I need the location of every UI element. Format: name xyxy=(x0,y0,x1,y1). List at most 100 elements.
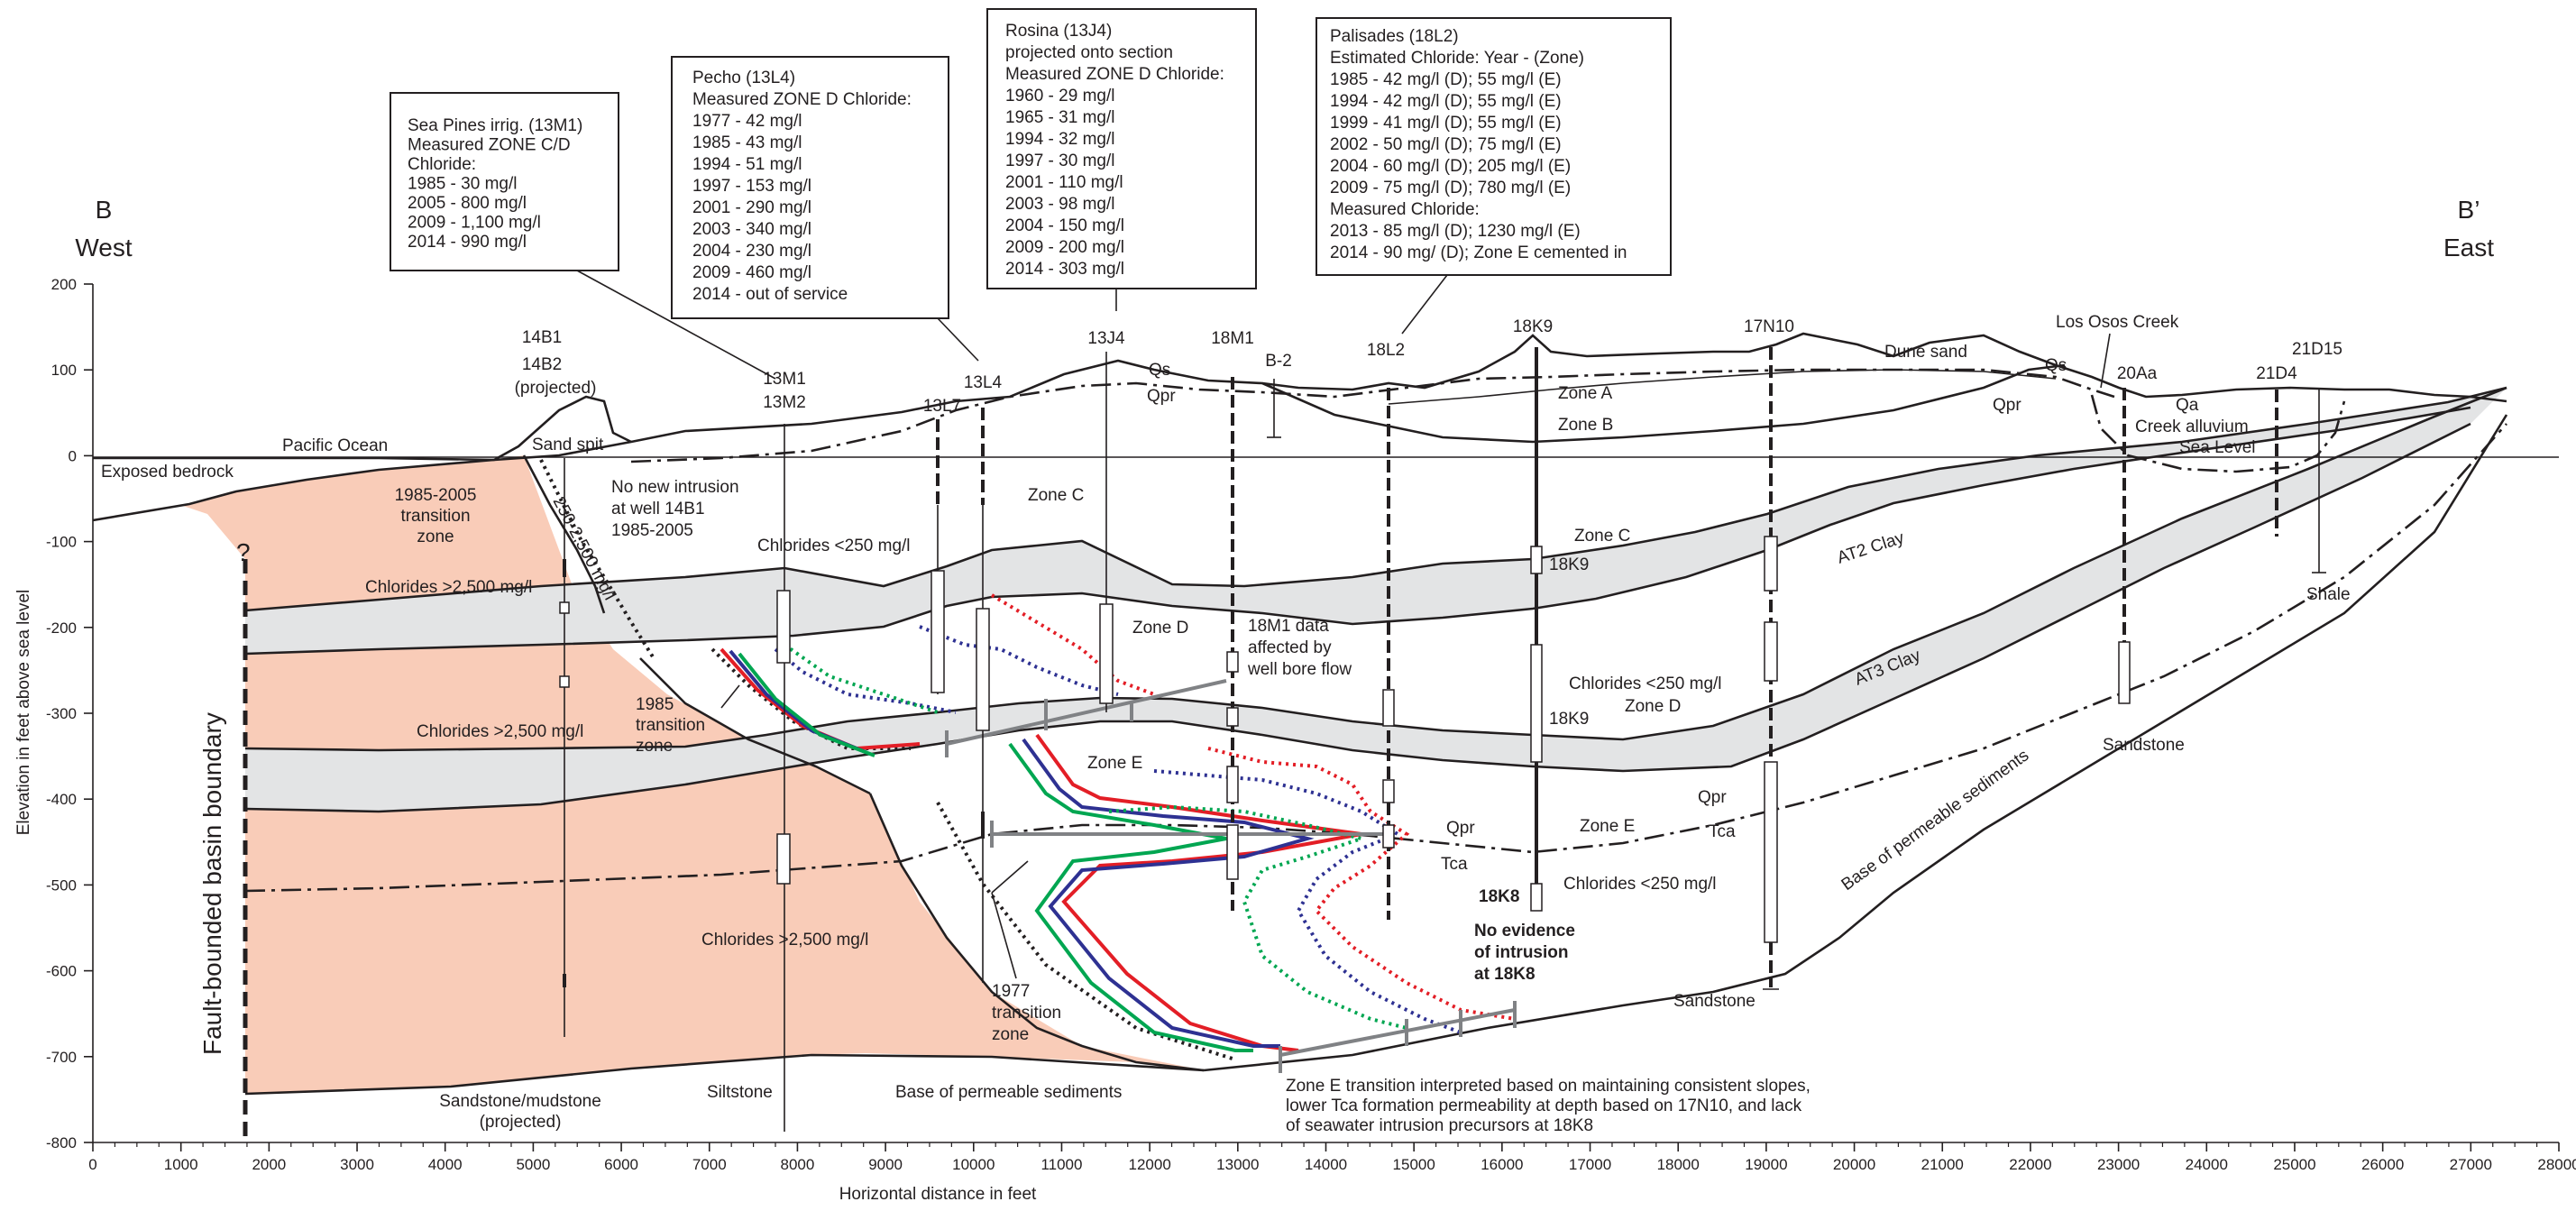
well-label-14b2-note: (projected) xyxy=(515,379,597,398)
palisades-leader xyxy=(1401,274,1448,335)
pecho-line: 2004 - 230 mg/l xyxy=(692,242,811,261)
contour-red-dot-e xyxy=(1207,747,1516,1021)
zone-a-label: Zone A xyxy=(1558,384,1613,403)
x-tick-label: 3000 xyxy=(340,1156,374,1173)
well-label-18k9-c: 18K9 xyxy=(1549,555,1589,574)
x-tick-label: 14000 xyxy=(1305,1156,1347,1173)
pecho-line: 1994 - 51 mg/l xyxy=(692,155,802,174)
zone-e-note-label: Zone E transition interpreted based on m… xyxy=(1286,1077,1811,1135)
rosina-line: 2004 - 150 mg/l xyxy=(1005,216,1124,235)
sea-pines-text: Sea Pines irrig. (13M1)Measured ZONE C/D… xyxy=(408,116,582,252)
transition-1985-line: 1985 xyxy=(636,695,674,714)
x-tick-label: 27000 xyxy=(2450,1156,2492,1173)
base-permeable-east-label: Base of permeable sediments xyxy=(1838,746,2033,894)
palisades-line: 2004 - 60 mg/l (D); 205 mg/l (E) xyxy=(1330,157,1571,176)
x-tick-label: 25000 xyxy=(2273,1156,2315,1173)
pecho-text: Pecho (13L4) Measured ZONE D Chloride: 197… xyxy=(692,69,912,304)
exposed-bedrock-label: Exposed bedrock xyxy=(101,463,234,482)
at2-clay-label: AT2 Clay xyxy=(1835,528,1907,568)
contour-green-d xyxy=(738,652,875,757)
zone-e-note-line: of seawater intrusion precursors at 18K8 xyxy=(1286,1116,1593,1135)
creek-alluvium-label: Creek alluvium xyxy=(2135,417,2249,436)
zone-e-note-line: lower Tca formation permeability at dept… xyxy=(1286,1096,1802,1115)
rosina-line: 1997 - 30 mg/l xyxy=(1005,151,1114,170)
x-tick-label: 26000 xyxy=(2361,1156,2404,1173)
contour-red-e xyxy=(1035,733,1362,1052)
well-label-14b1: 14B1 xyxy=(522,328,562,347)
well-label-18m1: 18M1 xyxy=(1211,329,1254,348)
pecho-line: 1977 - 42 mg/l xyxy=(692,112,802,131)
transition-1977-leader2 xyxy=(991,860,1029,894)
palisades-line: 2009 - 75 mg/l (D); 780 mg/l (E) xyxy=(1330,179,1571,197)
x-tick-label: 24000 xyxy=(2186,1156,2228,1173)
y-tick-label: -600 xyxy=(46,963,77,980)
palisades-text: Palisades (18L2) Estimated Chloride: Year… xyxy=(1330,27,1627,262)
wedge-upper-boundary-line xyxy=(522,454,606,614)
m18-note-line: 18M1 data xyxy=(1248,617,1329,636)
wedge-lower-boundary-line xyxy=(639,657,871,795)
x-tick-label: 16000 xyxy=(1481,1156,1523,1173)
well-label-14b2: 14B2 xyxy=(522,355,562,374)
rosina-box xyxy=(986,8,1257,289)
zone-b-label: Zone B xyxy=(1558,416,1613,435)
x-tick-label: 13000 xyxy=(1216,1156,1259,1173)
east-letter: B’ xyxy=(2458,196,2480,224)
transition-1985-2005-line: transition xyxy=(400,507,470,526)
well-label-21d15: 21D15 xyxy=(2292,340,2342,359)
pecho-line: 1997 - 153 mg/l xyxy=(692,177,811,196)
base-permeable-west-line xyxy=(244,1053,1205,1096)
sea-pines-line: Measured ZONE C/D xyxy=(408,136,571,155)
x-tick-label: 4000 xyxy=(428,1156,463,1173)
m18-note-label: 18M1 data affected by well bore flow xyxy=(1247,617,1352,679)
sandstone-mudstone-line: (projected) xyxy=(480,1113,562,1132)
palisades-line: Estimated Chloride: Year - (Zone) xyxy=(1330,49,1584,68)
contour-blue-dot-e xyxy=(1153,769,1462,1034)
contour-blue-e xyxy=(1022,738,1315,1048)
transition-1985-line: transition xyxy=(636,716,705,735)
chlorides-gt-low-label: Chlorides >2,500 mg/l xyxy=(701,931,868,950)
sea-pines-line: 1985 - 30 mg/l xyxy=(408,175,517,194)
well-label-13m2: 13M2 xyxy=(763,393,806,412)
no-evidence-line: at 18K8 xyxy=(1474,965,1536,984)
creek-alluvium-line xyxy=(2090,394,2346,473)
y-tick-label: -700 xyxy=(46,1049,77,1066)
clay-lower-bottom-line xyxy=(244,422,2471,813)
qpr-right-label: Qpr xyxy=(1698,788,1727,807)
palisades-line: 1994 - 42 mg/l (D); 55 mg/l (E) xyxy=(1330,92,1562,111)
chlorides-lt-d-label: Chlorides <250 mg/l xyxy=(1569,674,1722,693)
transition-1985-2005-line: 1985-2005 xyxy=(395,486,477,505)
well-13j4 xyxy=(1099,352,1114,712)
pecho-line: 2003 - 340 mg/l xyxy=(692,220,811,239)
no-new-intrusion-line: No new intrusion xyxy=(611,478,739,497)
tca-mid-label: Tca xyxy=(1441,855,1468,874)
x-tick-label: 12000 xyxy=(1129,1156,1171,1173)
transition-1977-leader xyxy=(991,892,1017,979)
y-tick-label: -800 xyxy=(46,1134,77,1151)
base-permeable-east-line xyxy=(1203,414,2508,1072)
transition-1985-label: 1985 transition zone xyxy=(636,695,705,756)
well-label-b2: B-2 xyxy=(1265,352,1292,371)
y-tick-label: -300 xyxy=(46,705,77,722)
palisades-line: 1999 - 41 mg/l (D); 55 mg/l (E) xyxy=(1330,114,1562,133)
x-tick-label: 15000 xyxy=(1393,1156,1435,1173)
palisades-line: 2002 - 50 mg/l (D); 75 mg/l (E) xyxy=(1330,135,1562,154)
dune-sand-label: Dune sand xyxy=(1884,343,1967,362)
chlorides-gt-top-label: Chlorides >2,500 mg/l xyxy=(365,578,532,597)
well-label-13l7: 13L7 xyxy=(923,397,961,416)
pecho-line: 2014 - out of service xyxy=(692,285,848,304)
no-evidence-line: of intrusion xyxy=(1474,943,1568,962)
y-tick-label: -400 xyxy=(46,791,77,808)
pecho-line: Measured ZONE D Chloride: xyxy=(692,90,912,109)
sandstone-mid-label: Sandstone xyxy=(1673,992,1756,1011)
bracket-zone-e-deep xyxy=(1279,1008,1516,1057)
well-label-18k8: 18K8 xyxy=(1479,887,1519,906)
well-18k9 xyxy=(1530,347,1543,912)
contour-green-e xyxy=(1008,742,1253,1052)
x-tick-label: 21000 xyxy=(1921,1156,1964,1173)
west-letter: B xyxy=(96,196,113,224)
sea-pines-line: Chloride: xyxy=(408,155,476,174)
contour-blue-dot-d xyxy=(774,647,957,714)
zone-c-west-label: Zone C xyxy=(1028,486,1084,505)
qa-label: Qa xyxy=(2176,396,2199,415)
chlorides-gt-mid-label: Chlorides >2,500 mg/l xyxy=(417,722,583,741)
